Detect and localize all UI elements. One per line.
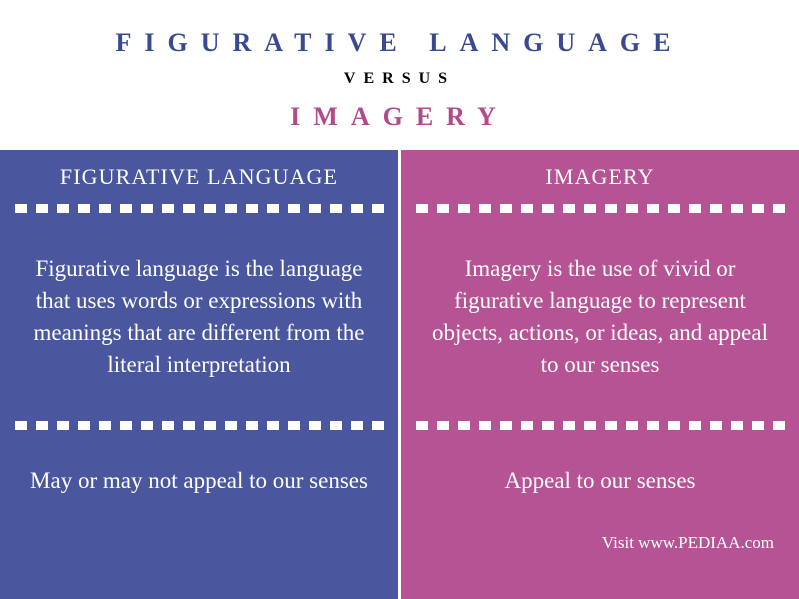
divider-square [521, 204, 533, 213]
divider-square [288, 421, 300, 430]
divider-square [500, 421, 512, 430]
divider-row [0, 417, 398, 434]
divider-square [204, 204, 216, 213]
divider-square [605, 421, 617, 430]
divider-square [36, 421, 48, 430]
divider-square [437, 421, 449, 430]
divider-square [78, 421, 90, 430]
divider-square [372, 204, 384, 213]
divider-square [120, 421, 132, 430]
footer-credit: Visit www.PEDIAA.com [401, 529, 799, 563]
divider-square [15, 421, 27, 430]
divider-row [0, 200, 398, 217]
divider-square [773, 421, 785, 430]
divider-square [479, 421, 491, 430]
divider-square [542, 204, 554, 213]
divider-square [162, 204, 174, 213]
divider-square [710, 421, 722, 430]
divider-square [36, 204, 48, 213]
column-header-left: FIGURATIVE LANGUAGE [0, 150, 398, 200]
description-right: Imagery is the use of vivid or figurativ… [401, 217, 799, 417]
divider-square [647, 204, 659, 213]
divider-square [689, 421, 701, 430]
divider-square [605, 204, 617, 213]
divider-square [141, 421, 153, 430]
divider-square [372, 421, 384, 430]
divider-square [668, 421, 680, 430]
divider-square [773, 204, 785, 213]
divider-square [731, 204, 743, 213]
divider-square [479, 204, 491, 213]
divider-square [563, 204, 575, 213]
column-figurative: FIGURATIVE LANGUAGE Figurative language … [0, 150, 401, 599]
divider-square [626, 421, 638, 430]
divider-square [437, 204, 449, 213]
divider-square [563, 421, 575, 430]
divider-square [416, 421, 428, 430]
divider-square [542, 421, 554, 430]
divider-square [584, 204, 596, 213]
divider-square [99, 204, 111, 213]
divider-square [162, 421, 174, 430]
divider-square [500, 204, 512, 213]
divider-square [689, 204, 701, 213]
divider-square [225, 421, 237, 430]
divider-square [330, 204, 342, 213]
divider-row [401, 200, 799, 217]
divider-square [458, 204, 470, 213]
divider-square [416, 204, 428, 213]
divider-square [99, 421, 111, 430]
column-imagery: IMAGERY Imagery is the use of vivid or f… [401, 150, 799, 599]
divider-square [521, 421, 533, 430]
column-header-right: IMAGERY [401, 150, 799, 200]
divider-square [57, 421, 69, 430]
divider-square [309, 421, 321, 430]
divider-square [668, 204, 680, 213]
divider-square [225, 204, 237, 213]
divider-square [752, 204, 764, 213]
divider-square [267, 204, 279, 213]
summary-right: Appeal to our senses [401, 434, 799, 529]
divider-square [351, 204, 363, 213]
divider-square [183, 421, 195, 430]
divider-square [267, 421, 279, 430]
divider-square [15, 204, 27, 213]
divider-square [288, 204, 300, 213]
divider-square [731, 421, 743, 430]
divider-square [183, 204, 195, 213]
versus-label: VERSUS [0, 70, 799, 88]
divider-square [330, 421, 342, 430]
title-figurative: FIGURATIVE LANGUAGE [0, 28, 799, 58]
divider-square [309, 204, 321, 213]
divider-square [120, 204, 132, 213]
divider-square [57, 204, 69, 213]
divider-square [647, 421, 659, 430]
summary-left: May or may not appeal to our senses [0, 434, 398, 529]
divider-square [78, 204, 90, 213]
divider-square [710, 204, 722, 213]
description-left: Figurative language is the language that… [0, 217, 398, 417]
divider-square [246, 421, 258, 430]
divider-row [401, 417, 799, 434]
header: FIGURATIVE LANGUAGE VERSUS IMAGERY [0, 0, 799, 150]
divider-square [141, 204, 153, 213]
divider-square [752, 421, 764, 430]
divider-square [584, 421, 596, 430]
divider-square [626, 204, 638, 213]
title-imagery: IMAGERY [0, 102, 799, 132]
divider-square [351, 421, 363, 430]
divider-square [458, 421, 470, 430]
comparison-grid: FIGURATIVE LANGUAGE Figurative language … [0, 150, 799, 599]
divider-square [204, 421, 216, 430]
divider-square [246, 204, 258, 213]
